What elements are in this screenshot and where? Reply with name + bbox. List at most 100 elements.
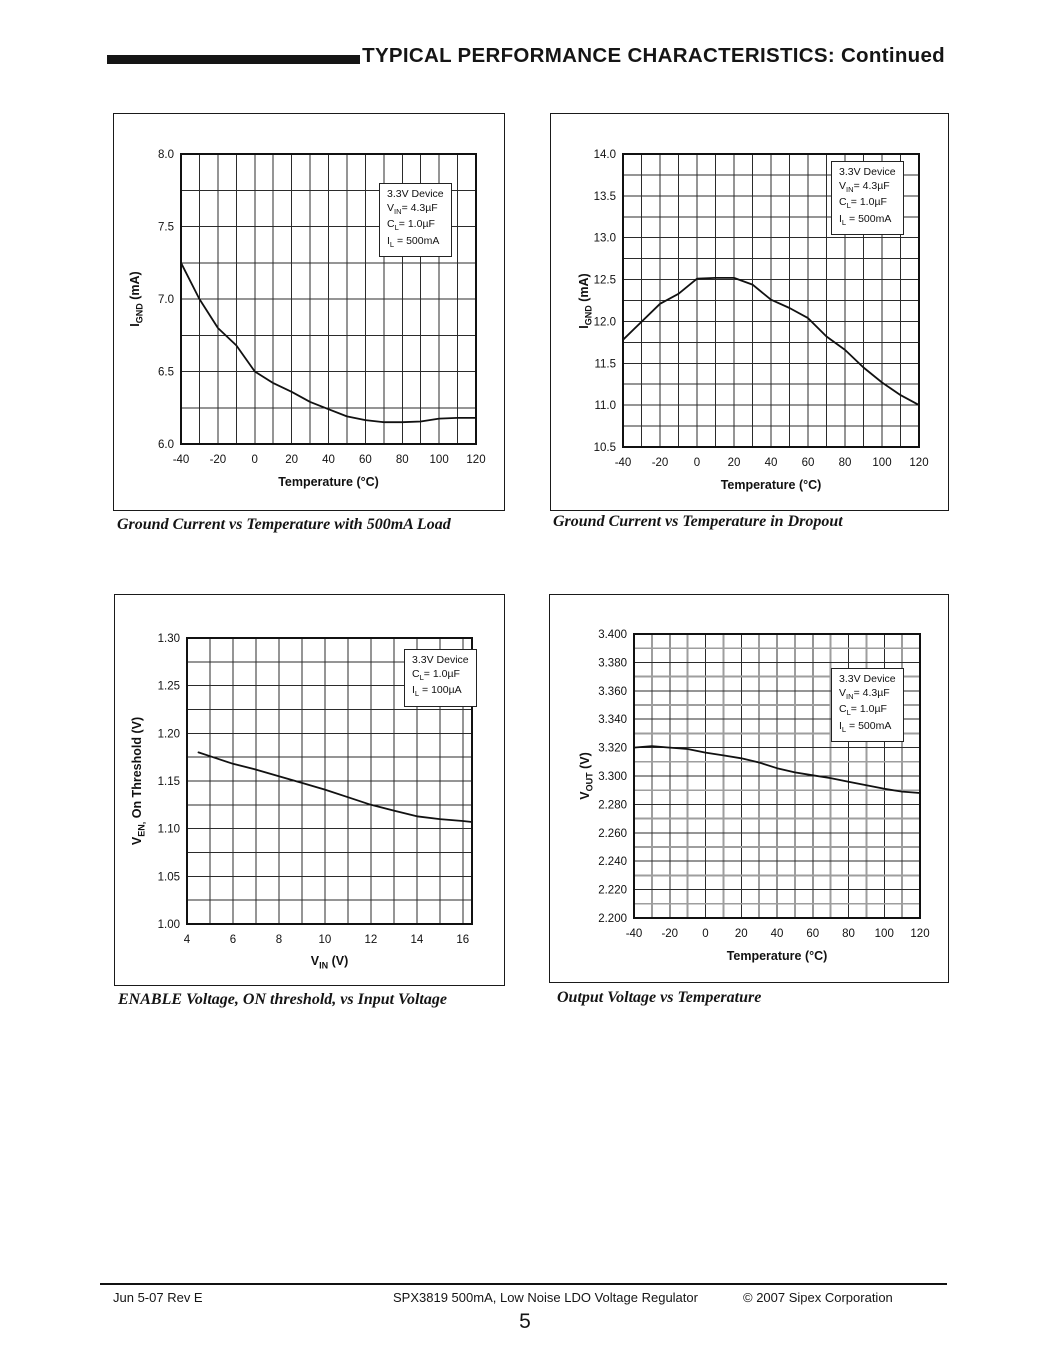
chart-plot-svg: 6.0 6.5 7.0 7.5 8.0 -40 -20 0 20 40 60 80 100 120 [158,149,486,466]
svg-text:80: 80 [842,928,855,940]
svg-text:3.380: 3.380 [598,657,627,669]
y-axis-label: VOUT (V) [577,752,595,800]
legend-line: IL = 500mA [839,212,892,227]
svg-text:4: 4 [184,934,191,946]
svg-text:10.5: 10.5 [594,442,616,454]
curve-ven-threshold [197,751,473,823]
footer-document-title: SPX3819 500mA, Low Noise LDO Voltage Reg… [393,1290,698,1305]
plot-border [186,637,473,925]
chart-plot-svg: 1.00 1.05 1.10 1.15 1.20 1.25 1.30 4 6 8 10 12 14 16 [158,633,473,946]
svg-text:13.5: 13.5 [594,191,616,203]
svg-text:16: 16 [456,934,469,946]
svg-text:3.340: 3.340 [598,714,627,726]
legend-line: CL= 1.0µF [839,703,887,718]
svg-text:40: 40 [765,457,778,469]
y-axis-label: IGND (mA) [576,272,594,329]
svg-text:0: 0 [252,454,258,466]
tick-labels: 1.00 1.05 1.10 1.15 1.20 1.25 1.30 4 6 8 10 12 14 16 [158,633,470,946]
svg-text:12.0: 12.0 [594,316,616,328]
gridlines [633,633,921,919]
legend-line: IL = 500mA [839,719,892,734]
legend-line: CL= 1.0µF [839,196,887,211]
svg-text:8: 8 [276,934,282,946]
legend-line: 3.3V Device [839,166,896,178]
svg-text:40: 40 [771,928,784,940]
svg-text:13.0: 13.0 [594,233,616,245]
svg-text:6.5: 6.5 [158,367,174,379]
svg-text:6: 6 [230,934,236,946]
chart-panel-enable-threshold-vs-vin: 1.00 1.05 1.10 1.15 1.20 1.25 1.30 4 6 8 10 12 14 16 V… [114,594,505,986]
svg-text:14.0: 14.0 [594,149,616,161]
legend-line: CL= 1.0µF [387,218,435,233]
svg-text:3.400: 3.400 [598,629,627,641]
chart-caption-enable-threshold: ENABLE Voltage, ON threshold, vs Input V… [118,991,447,1008]
svg-text:120: 120 [909,457,928,469]
svg-text:3.300: 3.300 [598,771,627,783]
curve-ignd-500ma-load [180,261,477,424]
svg-text:1.10: 1.10 [158,824,180,836]
svg-text:10: 10 [319,934,332,946]
page-number: 5 [519,1310,531,1333]
legend-line: VIN= 4.3µF [387,201,438,216]
svg-text:1.25: 1.25 [158,681,180,693]
x-axis-label: Temperature (°C) [726,949,828,963]
svg-text:120: 120 [466,454,485,466]
legend-line: 3.3V Device [839,673,896,685]
svg-text:1.30: 1.30 [158,633,180,645]
svg-text:12.5: 12.5 [594,275,616,287]
svg-text:-40: -40 [173,454,190,466]
svg-text:11.0: 11.0 [594,400,616,412]
svg-text:-20: -20 [210,454,227,466]
svg-text:2.260: 2.260 [598,828,627,840]
legend-conditions-box: 3.3V Device CL= 1.0µF IL = 100µA [404,649,477,707]
plot-border [633,633,921,919]
chart-panel-ground-current-vs-temp-dropout: 10.5 11.0 11.5 12.0 12.5 13.0 13.5 14.0 -40 -20 0 2… [550,113,949,511]
svg-text:20: 20 [728,457,741,469]
svg-text:11.5: 11.5 [594,358,616,370]
svg-text:2.220: 2.220 [598,885,627,897]
chart-panel-vout-vs-temp: 3.400 3.380 3.360 3.340 3.320 3.300 2.280 2.260… [549,594,949,983]
curve-ignd-dropout [622,276,920,407]
legend-line: IL = 500mA [387,234,440,249]
svg-text:1.05: 1.05 [158,871,180,883]
svg-text:100: 100 [875,928,894,940]
legend-conditions-box: 3.3V Device VIN= 4.3µF CL= 1.0µF IL = 500mA [831,161,904,236]
tick-labels: 6.0 6.5 7.0 7.5 8.0 -40 -20 0 20 40 60 80 100 120 [158,149,486,466]
svg-text:3.360: 3.360 [598,686,627,698]
gridlines [186,637,472,925]
svg-text:100: 100 [872,457,891,469]
svg-text:2.200: 2.200 [598,913,627,925]
svg-text:40: 40 [322,454,335,466]
svg-text:1.00: 1.00 [158,919,180,931]
legend-line: VIN= 4.3µF [839,179,890,194]
svg-text:0: 0 [694,457,700,469]
x-axis-label: Temperature (°C) [278,475,379,489]
tick-labels: 10.5 11.0 11.5 12.0 12.5 13.0 13.5 14.0 -40 -20 0 2… [594,149,929,469]
svg-text:1.15: 1.15 [158,776,180,788]
svg-text:3.320: 3.320 [598,743,627,755]
svg-text:-20: -20 [661,928,678,940]
page-title: TYPICAL PERFORMANCE CHARACTERISTICS: Con… [362,44,945,67]
svg-text:120: 120 [910,928,929,940]
svg-text:60: 60 [359,454,372,466]
svg-text:-20: -20 [652,457,669,469]
legend-conditions-box: 3.3V Device VIN= 4.3µF CL= 1.0µF IL = 500mA [831,668,904,743]
x-axis-label: VIN (V) [310,953,349,971]
chart-caption-output-voltage: Output Voltage vs Temperature [557,989,762,1006]
legend-line: IL = 100µA [412,684,462,699]
legend-line: CL= 1.0µF [412,667,460,682]
y-axis-label: IGND (mA) [127,271,145,327]
footer-revision: Jun 5-07 Rev E [113,1290,203,1305]
svg-text:60: 60 [806,928,819,940]
svg-text:14: 14 [410,934,423,946]
curve-vout-vs-temp [633,745,921,794]
svg-text:2.240: 2.240 [598,856,627,868]
svg-text:20: 20 [735,928,748,940]
svg-text:-40: -40 [615,457,632,469]
y-axis-label: VEN, On Threshold (V) [129,716,147,846]
legend-line: VIN= 4.3µF [839,686,890,701]
svg-text:0: 0 [702,928,708,940]
x-axis-label: Temperature (°C) [720,478,822,492]
svg-text:-40: -40 [626,928,643,940]
